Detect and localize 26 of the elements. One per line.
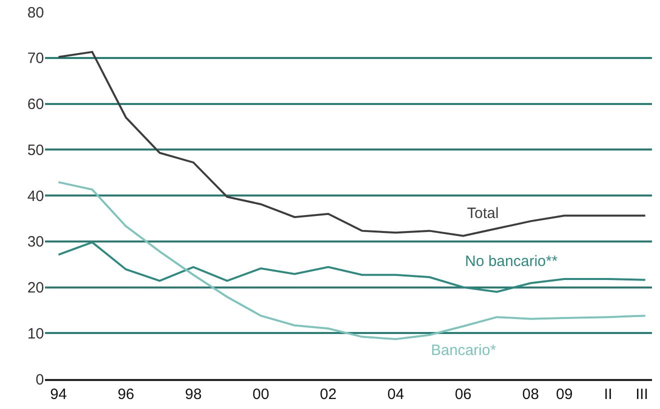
x-tick-label: 94 [50,386,67,403]
y-tick-label: 40 [27,188,44,205]
x-tick-label: 96 [118,386,134,403]
x-tick-label: II [604,386,612,403]
line-series [57,241,646,293]
x-tick-label: 09 [556,386,573,403]
x-tick-label: 04 [387,386,404,403]
y-tick-label: 30 [27,234,44,251]
x-tick-label: 02 [320,386,337,403]
line-series [57,181,646,340]
y-tick-label: 70 [27,50,44,68]
y-tick-label: 0 [36,371,44,388]
x-tick-label: 06 [454,386,472,403]
y-tick-label: 20 [27,280,44,296]
series-label: Total [467,205,499,222]
line-series [57,50,646,237]
y-tick-label: 80 [27,4,44,22]
y-tick-label: 60 [27,96,44,113]
y-tick-label: 50 [27,142,44,159]
series-label: Bancario* [431,342,496,359]
y-tick-label: 10 [27,325,44,342]
series-label: No bancario** [465,253,558,270]
x-tick-label: 98 [185,386,202,403]
x-tick-label: III [636,386,648,403]
x-tick-label: 00 [252,386,270,403]
x-tick-label: 08 [522,386,539,403]
